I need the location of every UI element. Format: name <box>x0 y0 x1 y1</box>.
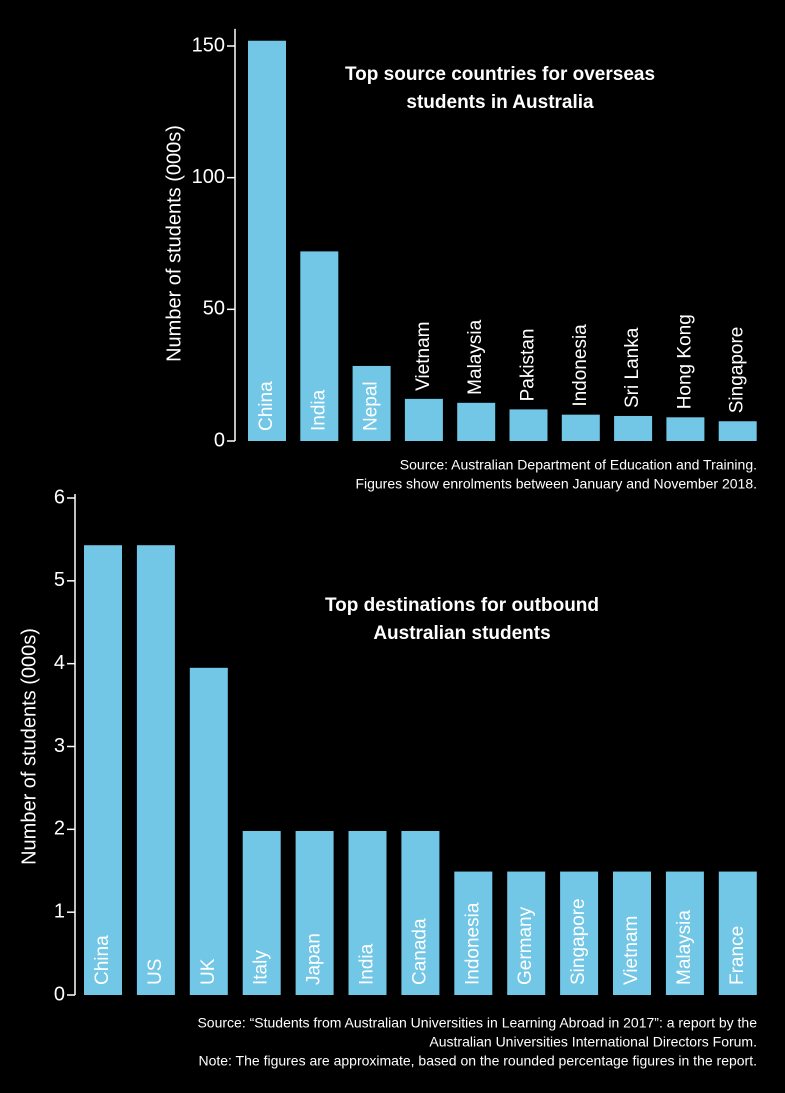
source-note: Source: “Students from Australian Univer… <box>197 1015 757 1031</box>
bar <box>507 871 546 995</box>
bar <box>613 871 651 995</box>
y-tick-label: 150 <box>192 34 225 56</box>
bar <box>561 414 600 441</box>
bar <box>401 830 440 995</box>
y-tick-label: 100 <box>192 166 225 188</box>
chart-title: Top source countries for overseas <box>345 64 655 85</box>
category-label: Malaysia <box>674 910 695 985</box>
y-tick-label: 5 <box>54 569 65 591</box>
category-label: Japan <box>304 933 325 985</box>
y-tick-label: 0 <box>214 429 225 451</box>
bar <box>614 415 653 441</box>
bar <box>248 40 286 441</box>
chart-title: Top destinations for outbound <box>325 595 599 616</box>
bar <box>295 830 334 995</box>
bar <box>84 545 122 995</box>
y-axis-label: Number of students (000s) <box>163 125 185 362</box>
bar <box>457 402 496 441</box>
bar <box>348 830 387 995</box>
bar <box>560 871 599 995</box>
bar <box>509 409 548 441</box>
y-tick-label: 50 <box>203 298 225 320</box>
category-label: Germany <box>515 906 536 985</box>
category-label: China <box>92 935 113 985</box>
bar <box>718 871 757 995</box>
category-label: US <box>145 959 166 985</box>
category-label: Sri Lanka <box>622 327 643 408</box>
bar <box>454 871 493 995</box>
y-tick-label: 0 <box>54 983 65 1005</box>
bar <box>136 545 175 995</box>
y-tick-label: 2 <box>54 818 65 840</box>
chart-title: Australian students <box>373 623 550 644</box>
y-axis-label: Number of students (000s) <box>18 628 40 865</box>
category-label: Italy <box>251 950 272 985</box>
category-label: Nepal <box>361 381 382 431</box>
category-label: Hong Kong <box>674 314 695 409</box>
category-label: Singapore <box>568 898 589 985</box>
bar <box>404 398 443 441</box>
bar <box>300 251 339 441</box>
category-label: Vietnam <box>413 322 434 391</box>
bar <box>352 365 391 441</box>
category-label: France <box>727 926 748 985</box>
source-note: Australian Universities International Di… <box>429 1034 757 1050</box>
y-tick-label: 4 <box>54 652 65 674</box>
category-label: India <box>308 389 329 431</box>
category-label: Indonesia <box>570 324 591 407</box>
category-label: Vietnam <box>621 916 642 985</box>
category-label: India <box>357 943 378 985</box>
category-label: UK <box>198 958 219 985</box>
source-note: Figures show enrolments between January … <box>355 476 757 492</box>
y-tick-label: 6 <box>54 486 65 508</box>
bar <box>666 417 705 441</box>
bar <box>718 421 757 441</box>
bar <box>242 830 281 995</box>
category-label: Singapore <box>727 327 748 414</box>
category-label: Pakistan <box>518 329 539 402</box>
y-tick-label: 3 <box>54 735 65 757</box>
source-note: Note: The figures are approximate, based… <box>198 1053 757 1069</box>
y-tick-label: 1 <box>54 900 65 922</box>
chart-title: students in Australia <box>406 92 594 113</box>
category-label: China <box>256 381 277 431</box>
category-label: Malaysia <box>465 319 486 394</box>
category-label: Indonesia <box>462 902 483 985</box>
source-note: Source: Australian Department of Educati… <box>400 457 757 473</box>
bar <box>189 667 228 995</box>
bar <box>665 871 704 995</box>
category-label: Canada <box>409 918 430 985</box>
